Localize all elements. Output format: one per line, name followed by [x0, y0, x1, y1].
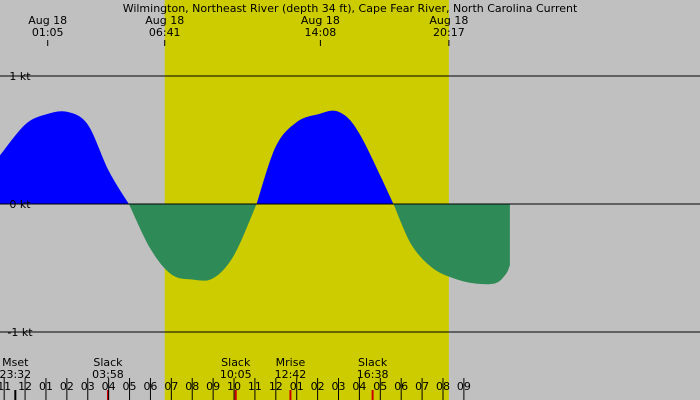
x-axis-layer: 11 12 01 02 03 04 05 06 07 08 09 10 11 12 01 02 03 04 05 06… [0, 378, 471, 400]
event-time-label: 16:38 [357, 368, 389, 381]
y-tick-label-layer: 1 kt 0 kt -1 kt [7, 70, 33, 339]
event-time-label: 23:32 [0, 368, 31, 381]
hour-tick-label: 02 [311, 380, 325, 393]
event-time-label: 10:05 [220, 368, 252, 381]
hour-tick-label: 10 [227, 380, 241, 393]
y-tick-label: -1 kt [7, 326, 33, 339]
event-date-label: Aug 18 [429, 14, 468, 27]
y-tick-label: 1 kt [9, 70, 31, 83]
event-type-label: Mrise [276, 356, 306, 369]
event-type-label: Slack [93, 356, 123, 369]
gridline-layer [0, 75, 700, 333]
event-time-label: 12:42 [275, 368, 307, 381]
y-tick-label: 0 kt [9, 198, 31, 211]
hour-tick-label: 03 [81, 380, 95, 393]
event-date-label: Aug 18 [145, 14, 184, 27]
hour-tick-label: 11 [248, 380, 262, 393]
hour-tick-label: 12 [18, 380, 32, 393]
event-date-label: Aug 18 [301, 14, 340, 27]
event-type-label: Slack [221, 356, 251, 369]
hour-tick-label: 11 [0, 380, 11, 393]
flood-current-area [0, 111, 129, 204]
hour-tick-label: 04 [102, 380, 116, 393]
hour-tick-label: 07 [415, 380, 429, 393]
event-time-label: 01:05 [32, 26, 64, 39]
hour-tick-label: 09 [457, 380, 471, 393]
hour-tick-label: 06 [394, 380, 408, 393]
hour-tick-label: 09 [206, 380, 220, 393]
hour-tick-label: 01 [290, 380, 304, 393]
event-time-label: 06:41 [149, 26, 181, 39]
current-area-layer [0, 110, 510, 285]
event-time-label: 20:17 [433, 26, 465, 39]
ebb-current-area [128, 204, 257, 281]
event-time-label: 14:08 [305, 26, 337, 39]
event-type-label: Slack [358, 356, 388, 369]
hour-tick-label: 08 [436, 380, 450, 393]
event-type-label: Mset [2, 356, 29, 369]
hour-tick-label: 05 [123, 380, 137, 393]
hour-tick-label: 05 [373, 380, 387, 393]
event-time-label: 03:58 [92, 368, 124, 381]
hour-tick-label: 07 [164, 380, 178, 393]
ebb-current-area [393, 204, 510, 285]
hour-tick-label: 08 [185, 380, 199, 393]
bottom-event-label-layer: Mset23:32Slack03:58Slack10:05Mrise12:42S… [0, 356, 388, 400]
hour-tick-label: 01 [39, 380, 53, 393]
hour-tick-label: 06 [143, 380, 157, 393]
hour-tick-label: 03 [332, 380, 346, 393]
hour-tick-label: 04 [352, 380, 366, 393]
chart-title: Wilmington, Northeast River (depth 34 ft… [123, 2, 578, 15]
hour-tick-label: 12 [269, 380, 283, 393]
hour-tick-label: 02 [60, 380, 74, 393]
flood-current-area [256, 110, 394, 204]
event-date-label: Aug 18 [28, 14, 67, 27]
